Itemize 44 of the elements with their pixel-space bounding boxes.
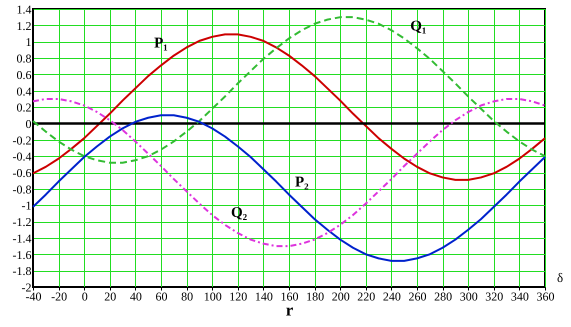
- x-tick-label: 80: [181, 290, 194, 304]
- y-tick-label: -0.4: [12, 150, 32, 164]
- x-tick-label: 160: [280, 290, 298, 304]
- x-tick-label: 0: [82, 290, 88, 304]
- x-tick-label: 60: [156, 290, 168, 304]
- y-tick-label: 0.4: [16, 84, 32, 98]
- y-tick-label: 1: [26, 35, 32, 50]
- line-series: [32, 98, 546, 248]
- x-tick-label: 200: [332, 290, 350, 304]
- line-series: [32, 114, 546, 262]
- y-tick-label: 0.2: [16, 100, 32, 115]
- y-tick-label: 0.8: [16, 52, 32, 66]
- x-tick-label: 300: [460, 290, 478, 304]
- x-tick-label: 180: [306, 290, 324, 304]
- x-tick-label: 120: [229, 290, 248, 304]
- text: δ: [557, 270, 564, 285]
- x-tick-label: 320: [485, 290, 504, 304]
- y-tick-label: -1.4: [12, 231, 32, 246]
- y-tick-label: -1.8: [12, 264, 32, 278]
- y-tick-label: -0.6: [12, 166, 32, 180]
- x-tick-label: -20: [51, 290, 68, 304]
- line-series: [32, 16, 546, 164]
- y-tick-label: -2: [22, 280, 32, 294]
- x-tick-label: 260: [408, 290, 426, 304]
- x-tick-label: 220: [357, 290, 376, 304]
- x-tick-label: 40: [130, 290, 142, 304]
- x-tick-label: 360: [536, 290, 554, 304]
- y-tick-label: -1: [22, 198, 32, 213]
- x-tick-label: 240: [382, 290, 401, 304]
- x-tick-label: 280: [434, 290, 452, 304]
- y-tick-label: 1.2: [16, 18, 32, 33]
- y-tick-label: -1.2: [12, 215, 32, 230]
- y-tick-label: 0.6: [16, 68, 32, 82]
- x-tick-label: 140: [254, 290, 273, 304]
- x-tick-label: 100: [204, 290, 222, 304]
- x-tick-label: 20: [104, 290, 116, 304]
- y-tick-label: -0.8: [12, 182, 32, 196]
- x-axis-title: r: [286, 300, 294, 320]
- y-tick-label: -0.2: [12, 133, 32, 148]
- y-tick-label: 1.4: [16, 2, 32, 16]
- y-tick-label: 0: [26, 116, 32, 131]
- annotation: P₂: [295, 174, 310, 191]
- y-tick-label: -1.6: [12, 248, 32, 262]
- x-tick-label: 340: [510, 290, 529, 304]
